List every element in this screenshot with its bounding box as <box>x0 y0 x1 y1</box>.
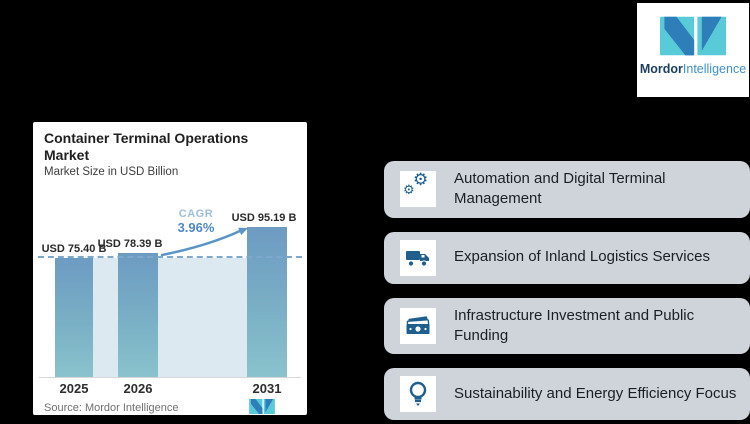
value-label-2026: USD 78.39 B <box>97 238 163 250</box>
brand-name: MordorIntelligence <box>640 62 746 76</box>
list-item-logistics: Expansion of Inland Logistics Services <box>384 231 750 284</box>
brand-name-light: Intelligence <box>682 62 747 76</box>
truck-icon <box>400 239 436 276</box>
cagr-value: 3.96% <box>177 219 215 235</box>
cagr-label: CAGR <box>178 208 214 220</box>
chart-card: Container Terminal Operations Market Mar… <box>33 122 307 415</box>
x-axis-line <box>39 377 301 378</box>
list-item-automation: ⚙ ⚙ Automation and Digital Terminal Mana… <box>384 161 750 218</box>
brand-name-bold: Mordor <box>639 62 683 76</box>
list-item-label: Infrastructure Investment and Public Fun… <box>454 306 695 344</box>
cagr-arrow-icon <box>160 227 248 257</box>
tick-2031: 2031 <box>252 381 282 396</box>
tick-2026: 2026 <box>123 381 153 396</box>
list-item-label: Sustainability and Energy Efficiency Foc… <box>454 384 737 402</box>
gears-icon: ⚙ ⚙ <box>400 171 436 208</box>
lightbulb-icon <box>400 376 436 412</box>
value-label-2031: USD 95.19 B <box>231 212 297 224</box>
tick-2025: 2025 <box>59 381 89 396</box>
chart-title: Container Terminal Operations Market <box>44 130 249 164</box>
mordor-logo-box: MordorIntelligence <box>637 3 749 97</box>
list-item-label: Automation and Digital Terminal Manageme… <box>454 170 666 208</box>
bar-2026 <box>118 253 158 377</box>
list-item-label: Expansion of Inland Logistics Services <box>454 248 710 266</box>
list-item-sustainability: Sustainability and Energy Efficiency Foc… <box>384 368 750 420</box>
value-label-2025: USD 75.40 B <box>41 243 107 255</box>
dashed-baseline <box>38 256 302 258</box>
mordor-mark-icon <box>660 16 726 56</box>
money-icon <box>400 307 436 344</box>
bar-2031 <box>247 227 287 377</box>
mordor-mark-small-icon <box>249 399 275 414</box>
source-attribution: Source: Mordor Intelligence <box>44 402 179 414</box>
bar-2025 <box>55 258 93 377</box>
list-item-infrastructure: Infrastructure Investment and Public Fun… <box>384 297 750 354</box>
chart-subtitle: Market Size in USD Billion <box>44 166 179 178</box>
highlights-list: ⚙ ⚙ Automation and Digital Terminal Mana… <box>384 161 750 420</box>
cagr-annotation: CAGR 3.96% <box>178 208 215 236</box>
